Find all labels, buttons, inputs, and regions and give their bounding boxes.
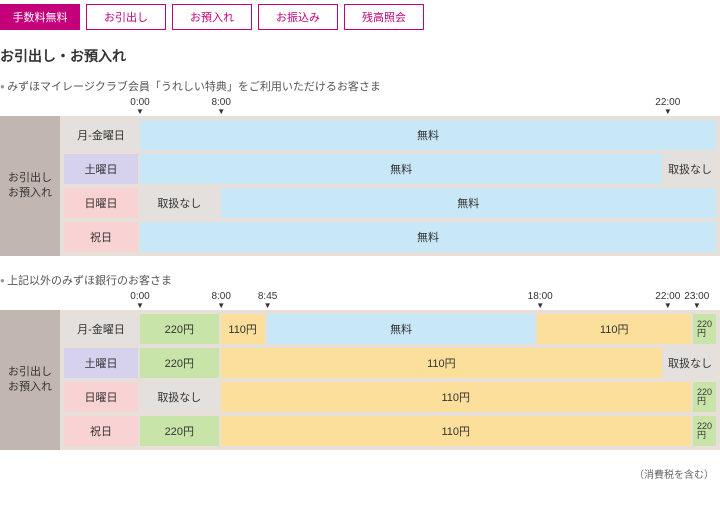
bars: 取扱なし110円220円	[140, 382, 716, 412]
fee-segment: 110円	[221, 348, 665, 378]
fee-segment: 取扱なし	[664, 348, 716, 378]
time-tick: 8:45▼	[258, 292, 277, 310]
row-header: お引出しお預入れ	[0, 310, 60, 450]
fee-grid: お引出しお預入れ月-金曜日220円110円無料110円220円土曜日220円11…	[0, 310, 720, 450]
bars: 無料	[140, 222, 716, 252]
rows-container: 月-金曜日220円110円無料110円220円土曜日220円110円取扱なし日曜…	[60, 310, 720, 450]
tax-footnote: （消費税を含む）	[0, 466, 720, 481]
bars: 取扱なし無料	[140, 188, 716, 218]
day-label: 日曜日	[64, 382, 140, 412]
fee-segment: 110円	[221, 314, 267, 344]
fee-row: 月-金曜日無料	[64, 120, 716, 150]
fee-row: 日曜日取扱なし110円220円	[64, 382, 716, 412]
time-axis: 0:00▼8:00▼8:45▼18:00▼22:00▼23:00▼	[140, 292, 720, 310]
time-tick: 8:00▼	[211, 292, 230, 310]
chart-subtitle: みずほマイレージクラブ会員「うれしい特典」をご利用いただけるお客さま	[0, 78, 720, 94]
bars: 無料	[140, 120, 716, 150]
fee-segment: 無料	[267, 314, 538, 344]
fee-segment: 110円	[221, 382, 693, 412]
tab-bar: 手数料無料お引出しお預入れお振込み残高照会	[0, 0, 720, 40]
rows-container: 月-金曜日無料土曜日無料取扱なし日曜日取扱なし無料祝日無料	[60, 116, 720, 256]
time-axis: 0:00▼8:00▼22:00▼	[140, 98, 720, 116]
bars: 220円110円無料110円220円	[140, 314, 716, 344]
tab-2[interactable]: お預入れ	[172, 4, 252, 30]
row-header: お引出しお預入れ	[0, 116, 60, 256]
fee-row: 日曜日取扱なし無料	[64, 188, 716, 218]
section-title: お引出し・お預入れ	[0, 46, 720, 66]
fee-segment: 220円	[140, 314, 221, 344]
fee-row: 土曜日220円110円取扱なし	[64, 348, 716, 378]
fee-segment: 無料	[221, 188, 716, 218]
day-label: 日曜日	[64, 188, 140, 218]
day-label: 月-金曜日	[64, 314, 140, 344]
tab-0[interactable]: 手数料無料	[0, 4, 80, 30]
chart-subtitle: 上記以外のみずほ銀行のお客さま	[0, 272, 720, 288]
day-label: 月-金曜日	[64, 120, 140, 150]
day-label: 土曜日	[64, 348, 140, 378]
time-tick: 22:00▼	[655, 98, 680, 116]
day-label: 祝日	[64, 222, 140, 252]
bars: 無料取扱なし	[140, 154, 716, 184]
time-tick: 0:00▼	[130, 292, 149, 310]
fee-row: 祝日無料	[64, 222, 716, 252]
fee-row: 月-金曜日220円110円無料110円220円	[64, 314, 716, 344]
fee-segment: 220円	[140, 416, 221, 446]
fee-segment: 220円	[140, 348, 221, 378]
day-label: 祝日	[64, 416, 140, 446]
fee-segment: 無料	[140, 222, 716, 252]
fee-row: 祝日220円110円220円	[64, 416, 716, 446]
bars: 220円110円取扱なし	[140, 348, 716, 378]
fee-segment: 220円	[693, 382, 716, 412]
fee-row: 土曜日無料取扱なし	[64, 154, 716, 184]
fee-segment: 取扱なし	[140, 188, 221, 218]
fee-grid: お引出しお預入れ月-金曜日無料土曜日無料取扱なし日曜日取扱なし無料祝日無料	[0, 116, 720, 256]
fee-segment: 取扱なし	[664, 154, 716, 184]
fee-segment: 取扱なし	[140, 382, 221, 412]
tab-1[interactable]: お引出し	[86, 4, 166, 30]
time-tick: 23:00▼	[684, 292, 709, 310]
fee-segment: 220円	[693, 416, 716, 446]
fee-segment: 110円	[221, 416, 693, 446]
day-label: 土曜日	[64, 154, 140, 184]
chart-0: みずほマイレージクラブ会員「うれしい特典」をご利用いただけるお客さま 0:00▼ 8…	[0, 78, 720, 256]
fee-segment: 無料	[140, 120, 716, 150]
fee-segment: 220円	[693, 314, 716, 344]
time-tick: 8:00▼	[211, 98, 230, 116]
tab-3[interactable]: お振込み	[258, 4, 338, 30]
fee-segment: 無料	[140, 154, 664, 184]
bars: 220円110円220円	[140, 416, 716, 446]
time-tick: 18:00▼	[528, 292, 553, 310]
tab-4[interactable]: 残高照会	[344, 4, 424, 30]
time-tick: 0:00▼	[130, 98, 149, 116]
chart-1: 上記以外のみずほ銀行のお客さま 0:00▼ 8:00▼ 8:45▼ 18:00▼ 22:0…	[0, 272, 720, 450]
time-tick: 22:00▼	[655, 292, 680, 310]
fee-segment: 110円	[537, 314, 693, 344]
